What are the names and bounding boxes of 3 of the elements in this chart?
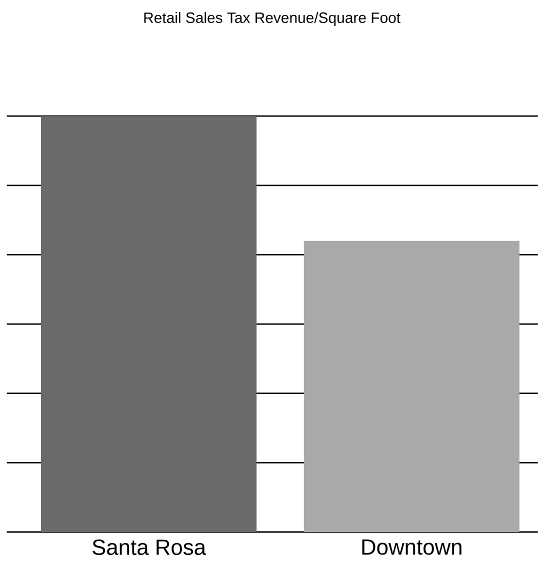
x-tick-label: Downtown bbox=[362, 540, 462, 555]
chart-title: Retail Sales Tax Revenue/Square Foot bbox=[144, 12, 401, 26]
x-tick-label: Santa Rosa bbox=[92, 539, 206, 556]
